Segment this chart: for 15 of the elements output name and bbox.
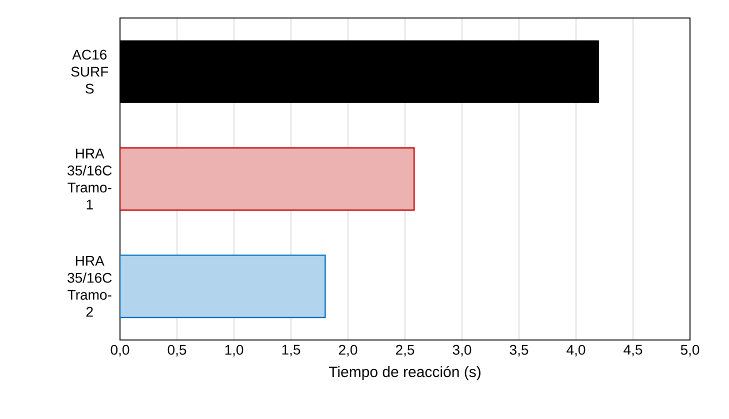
x-tick-label: 2,0: [338, 344, 358, 356]
x-tick-label: 1,0: [225, 344, 244, 356]
x-tick-label: 4,5: [624, 344, 642, 356]
x-axis-title: Tiempo de reacción (s): [328, 366, 480, 380]
x-tick-label: 0,5: [168, 344, 186, 356]
y-tick-label: HRA 35/16C Tramo-2: [68, 256, 112, 317]
y-tick-label: HRA 35/16C Tramo-1: [68, 148, 112, 210]
x-tick-label: 3,0: [452, 344, 472, 356]
x-tick-label: 3,5: [510, 344, 528, 356]
x-tick-label: 5,0: [680, 344, 700, 356]
x-tick-label: 4,0: [566, 344, 586, 356]
y-tick-label: AC16 SURF S: [71, 50, 108, 94]
x-tick-label: 2,5: [396, 344, 414, 356]
x-tick-label: 1,5: [282, 344, 300, 356]
x-tick-label: 0,0: [110, 344, 130, 356]
